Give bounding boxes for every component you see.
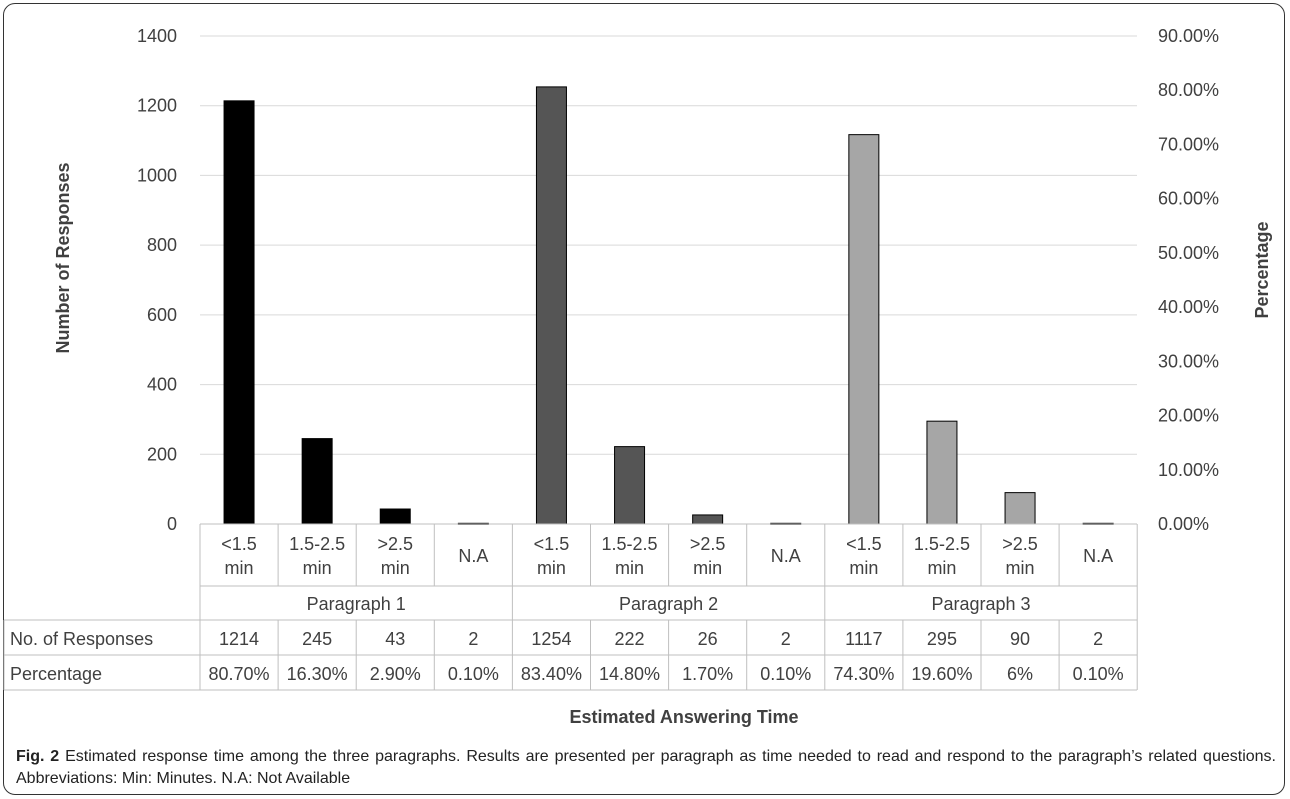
table-percentage: 6% [1007, 664, 1033, 684]
figure-caption: Fig. 2 Estimated response time among the… [16, 746, 1276, 790]
y-axis-right-label: Percentage [1252, 221, 1272, 318]
table-percentage: 74.30% [833, 664, 894, 684]
y-tick-right: 40.00% [1158, 297, 1219, 317]
bar [926, 420, 958, 525]
bar [379, 508, 411, 525]
bar [301, 438, 333, 525]
y-tick-left: 400 [147, 375, 177, 395]
table-value: 222 [615, 629, 645, 649]
table-percentage: 0.10% [1073, 664, 1124, 684]
category-label: min [927, 558, 956, 578]
category-label: <1.5 [221, 534, 257, 554]
grid-lines [200, 35, 1137, 525]
category-label: min [537, 558, 566, 578]
y-tick-right: 60.00% [1158, 189, 1219, 209]
table-value: 295 [927, 629, 957, 649]
y-tick-right: 50.00% [1158, 243, 1219, 263]
category-label: 1.5-2.5 [914, 534, 970, 554]
category-label: N.A [458, 546, 488, 566]
table-value: 2 [468, 629, 478, 649]
y-tick-right: 20.00% [1158, 406, 1219, 426]
bar [614, 446, 646, 525]
y-tick-right: 30.00% [1158, 351, 1219, 371]
y-tick-left: 600 [147, 305, 177, 325]
category-label: >2.5 [1002, 534, 1038, 554]
category-label: min [1006, 558, 1035, 578]
table-percentage: 19.60% [911, 664, 972, 684]
table-percentage: 0.10% [448, 664, 499, 684]
group-label: Paragraph 2 [619, 594, 718, 614]
category-label: min [381, 558, 410, 578]
table-row-label: No. of Responses [10, 629, 153, 649]
table-value: 2 [781, 629, 791, 649]
group-label: Paragraph 1 [307, 594, 406, 614]
bar [1004, 492, 1036, 525]
table-value: 245 [302, 629, 332, 649]
table-percentage: 0.10% [760, 664, 811, 684]
y-tick-left: 1200 [137, 96, 177, 116]
y-tick-left: 1000 [137, 165, 177, 185]
group-label: Paragraph 3 [931, 594, 1030, 614]
category-label: min [303, 558, 332, 578]
y-axis-left-label: Number of Responses [53, 162, 73, 353]
category-label: min [693, 558, 722, 578]
table-value: 1117 [845, 629, 882, 649]
category-label: >2.5 [690, 534, 726, 554]
caption-label: Fig. 2 [16, 748, 60, 765]
y-tick-right: 10.00% [1158, 460, 1219, 480]
y-tick-right: 80.00% [1158, 80, 1219, 100]
table-value: 1214 [219, 629, 259, 649]
category-label: min [225, 558, 254, 578]
category-label: <1.5 [534, 534, 570, 554]
y-tick-right: 0.00% [1158, 514, 1209, 534]
table-row-label: Percentage [10, 664, 102, 684]
table-value: 43 [385, 629, 405, 649]
y-axis-left-ticks: 0 200 400 600 800 1000 1200 1400 [137, 26, 177, 534]
category-label: 1.5-2.5 [602, 534, 658, 554]
bar [692, 514, 724, 525]
y-axis-right-ticks: 0.00% 10.00% 20.00% 30.00% 40.00% 50.00% 60.00… [1158, 26, 1219, 534]
table-percentage: 2.90% [370, 664, 421, 684]
category-label: min [849, 558, 878, 578]
category-label: min [615, 558, 644, 578]
caption-text: Estimated response time among the three … [16, 748, 1276, 787]
table-value: 2 [1093, 629, 1103, 649]
category-label: N.A [1083, 546, 1113, 566]
data-table: Paragraph 1<1.5min121480.70%1.5-2.5min24… [3, 523, 1138, 691]
y-tick-right: 90.00% [1158, 26, 1219, 46]
category-label: <1.5 [846, 534, 882, 554]
category-label: N.A [771, 546, 801, 566]
figure-frame [3, 3, 1285, 795]
table-percentage: 83.40% [521, 664, 582, 684]
y-tick-left: 1400 [137, 26, 177, 46]
table-percentage: 80.70% [209, 664, 270, 684]
bar [848, 134, 880, 525]
table-percentage: 14.80% [599, 664, 660, 684]
y-tick-left: 200 [147, 444, 177, 464]
table-percentage: 1.70% [682, 664, 733, 684]
category-label: 1.5-2.5 [289, 534, 345, 554]
table-percentage: 16.30% [287, 664, 348, 684]
category-label: >2.5 [377, 534, 413, 554]
y-tick-left: 800 [147, 235, 177, 255]
y-tick-right: 70.00% [1158, 134, 1219, 154]
table-value: 26 [698, 629, 718, 649]
table-value: 1254 [531, 629, 571, 649]
x-axis-label: Estimated Answering Time [569, 707, 798, 727]
y-tick-left: 0 [167, 514, 177, 534]
bar [535, 86, 567, 525]
bars [223, 86, 1114, 525]
table-value: 90 [1010, 629, 1030, 649]
bar [223, 100, 255, 525]
